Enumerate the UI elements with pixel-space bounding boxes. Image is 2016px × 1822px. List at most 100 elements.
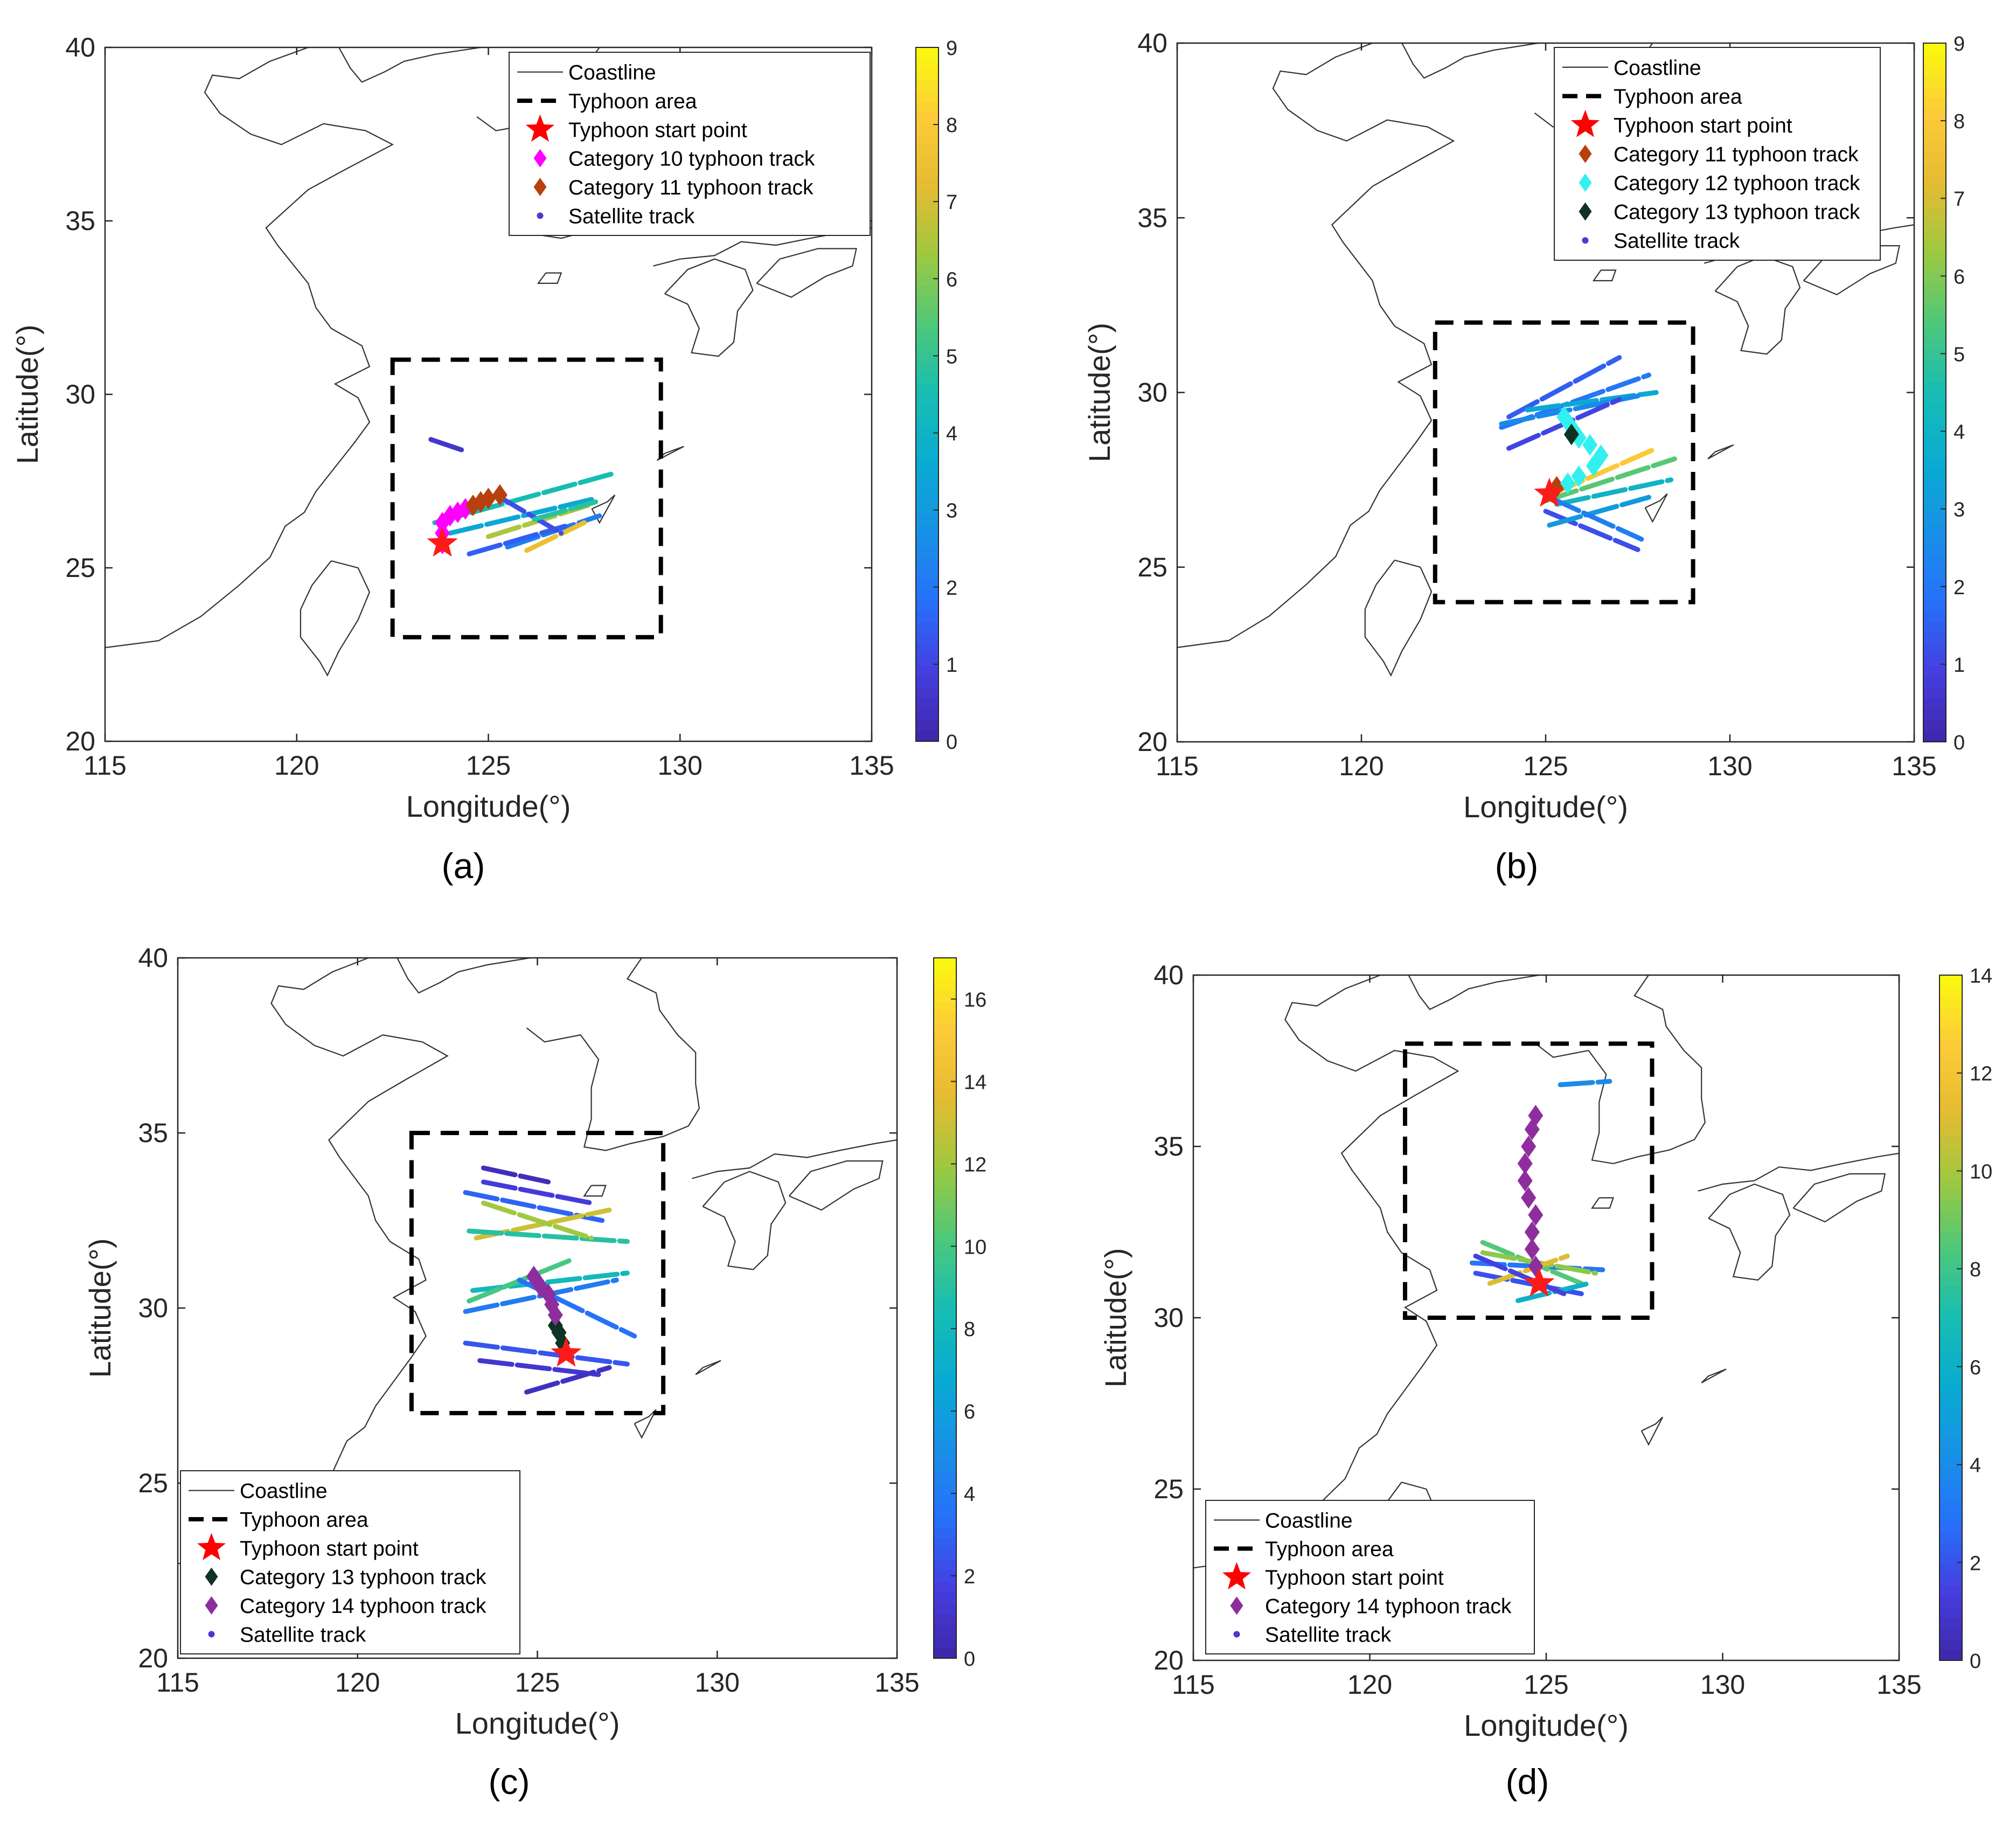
colorbar-segment	[934, 1603, 956, 1615]
colorbar-segment	[1939, 1071, 1962, 1083]
colorbar-tick-label: 0	[964, 1648, 975, 1671]
colorbar-tick-label: 0	[946, 731, 957, 754]
colorbar-frame	[1939, 975, 1963, 1661]
colorbar-segment	[1923, 326, 1946, 338]
colorbar-segment	[1939, 1296, 1962, 1308]
colorbar-segment	[916, 611, 939, 623]
colorbar-segment	[1923, 447, 1946, 458]
colorbar-segment	[1939, 1457, 1962, 1468]
colorbar-segment	[1923, 610, 1946, 622]
x-axis-label: Longitude(°)	[406, 789, 571, 823]
colorbar-segment	[1923, 600, 1946, 611]
colorbar-segment	[934, 958, 956, 969]
colorbar-segment	[934, 1177, 956, 1188]
colorbar-tick-label: 1	[1954, 654, 1965, 677]
colorbar-tick-label: 3	[946, 500, 957, 523]
colorbar-segment	[1923, 436, 1946, 448]
coastline	[1640, 1416, 1664, 1446]
colorbar-segment	[1939, 1585, 1962, 1597]
satellite-track	[1506, 355, 1622, 420]
x-tick-label: 130	[1700, 1670, 1745, 1700]
colorbar-segment	[916, 622, 939, 634]
y-tick-label: 25	[1137, 552, 1167, 582]
colorbar-segment	[1939, 1018, 1962, 1029]
colorbar-segment	[934, 1275, 956, 1286]
colorbar-segment	[916, 91, 939, 102]
colorbar-segment	[934, 979, 956, 991]
colorbar-segment	[916, 134, 939, 145]
colorbar-segment	[1923, 294, 1946, 305]
chart-panel: 115 120 125 130 1352025303540Longitude(°)Lat…	[83, 943, 986, 1802]
colorbar-segment	[934, 1319, 956, 1331]
colorbar-segment	[1939, 1039, 1962, 1051]
legend-box	[1205, 1500, 1535, 1654]
y-axis-label: Latitude(°)	[1082, 323, 1116, 462]
colorbar-segment	[916, 546, 939, 558]
y-axis-label: Latitude(°)	[10, 325, 44, 464]
typhoon-start-point	[427, 527, 458, 557]
colorbar-segment	[916, 361, 939, 373]
colorbar-tick-label: 10	[1970, 1160, 1992, 1183]
colorbar-segment	[916, 698, 939, 710]
colorbar-segment	[934, 1067, 956, 1079]
colorbar-segment	[1939, 1275, 1962, 1286]
colorbar-segment	[934, 1527, 956, 1539]
colorbar-tick-label: 2	[1954, 576, 1965, 599]
x-tick-label: 120	[335, 1667, 380, 1698]
legend-label: Satellite track	[1614, 230, 1740, 253]
colorbar-segment	[1923, 185, 1946, 197]
colorbar-segment	[1923, 196, 1946, 207]
colorbar-segment	[934, 1308, 956, 1319]
coastline	[178, 958, 449, 1564]
x-tick-label: 120	[274, 750, 319, 781]
colorbar-segment	[934, 1505, 956, 1517]
colorbar-segment	[934, 1472, 956, 1484]
map-area	[1193, 975, 1899, 1597]
colorbar-segment	[916, 166, 939, 178]
legend-label: Typhoon area	[240, 1508, 369, 1532]
colorbar-tick-label: 9	[946, 37, 957, 60]
colorbar-segment	[1939, 1532, 1962, 1543]
colorbar-segment	[916, 242, 939, 254]
legend-label: Category 11 typhoon track	[1614, 143, 1859, 166]
colorbar-segment	[1939, 1424, 1962, 1436]
colorbar-segment	[1923, 174, 1946, 186]
colorbar-segment	[1939, 1285, 1962, 1297]
satellite-track	[481, 1200, 594, 1241]
typhoon-track-marker	[1517, 1170, 1533, 1192]
colorbar-segment	[934, 990, 956, 1002]
colorbar-segment	[1939, 1061, 1962, 1072]
colorbar-segment	[934, 1012, 956, 1024]
colorbar-segment	[1939, 1125, 1962, 1136]
colorbar-segment	[1923, 414, 1946, 426]
colorbar-segment	[916, 513, 939, 525]
y-tick-label: 30	[1153, 1303, 1184, 1333]
colorbar-segment	[1923, 239, 1946, 251]
colorbar-segment	[1923, 578, 1946, 589]
legend-label: Typhoon area	[568, 90, 697, 113]
satellite-track	[467, 524, 568, 557]
colorbar-segment	[916, 427, 939, 439]
colorbar-segment	[934, 1034, 956, 1046]
colorbar-segment	[1923, 338, 1946, 350]
colorbar-frame	[1923, 43, 1947, 742]
typhoon-area-box	[1433, 320, 1695, 604]
y-tick-label: 35	[1137, 203, 1167, 233]
colorbar-segment	[916, 351, 939, 363]
colorbar-segment	[934, 969, 956, 980]
colorbar-segment	[934, 1385, 956, 1396]
colorbar-segment	[1939, 1264, 1962, 1276]
colorbar-segment	[1923, 54, 1946, 66]
colorbar-segment	[1939, 1253, 1962, 1265]
typhoon-area-box	[1403, 1041, 1654, 1320]
colorbar-segment	[916, 676, 939, 687]
typhoon-track-marker	[481, 488, 496, 510]
typhoon-track-marker	[1528, 1204, 1544, 1226]
colorbar-segment	[1939, 1446, 1962, 1457]
colorbar-segment	[934, 1362, 956, 1374]
colorbar-segment	[1939, 1489, 1962, 1500]
colorbar-segment	[1939, 1350, 1962, 1361]
colorbar-segment	[916, 643, 939, 655]
x-axis-label: Longitude(°)	[455, 1706, 620, 1740]
colorbar-segment	[1923, 381, 1946, 393]
